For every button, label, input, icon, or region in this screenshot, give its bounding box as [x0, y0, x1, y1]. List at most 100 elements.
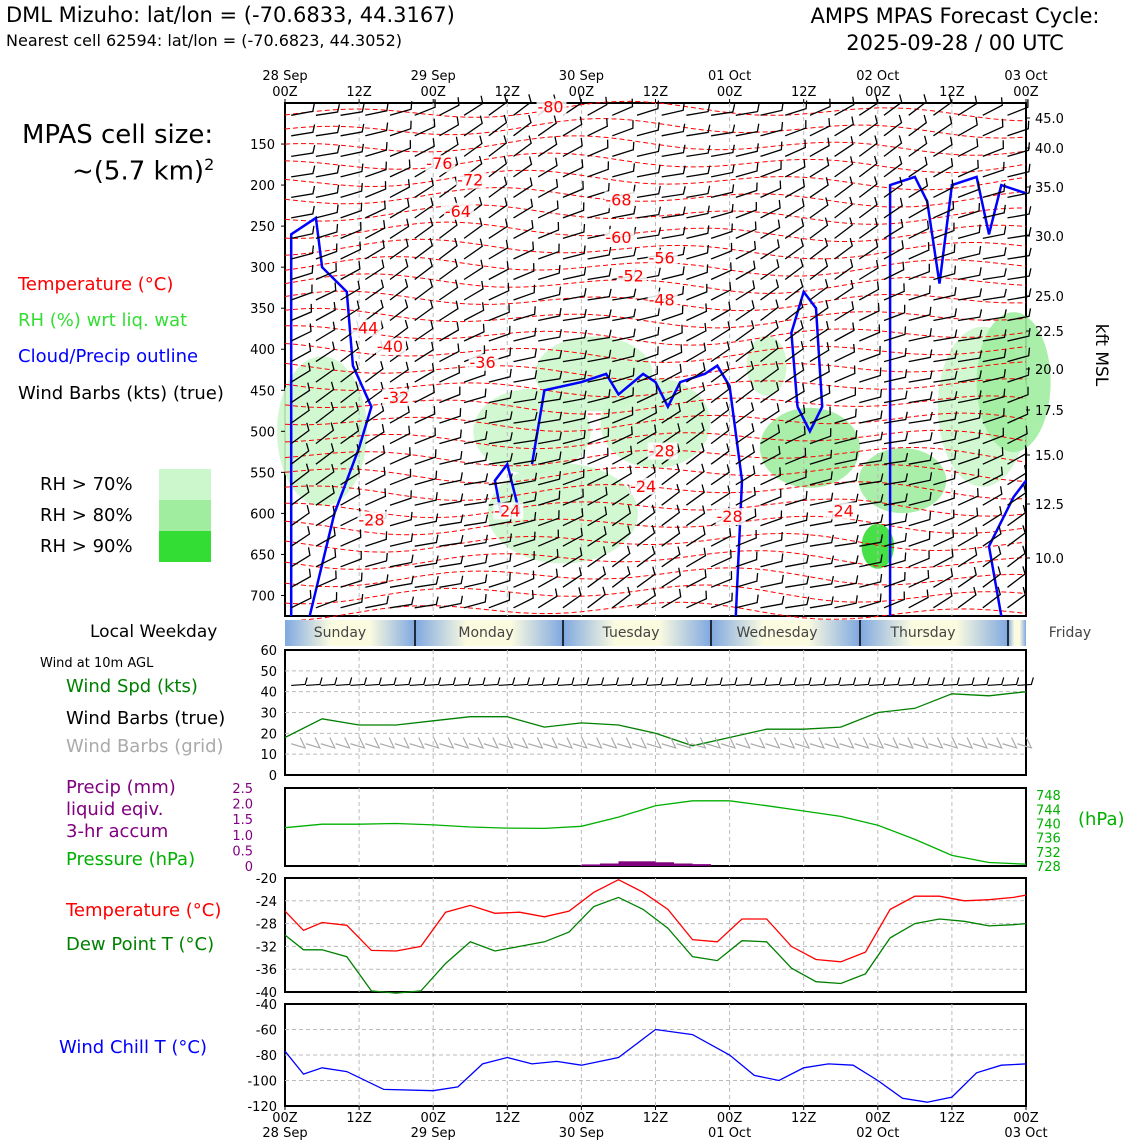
kft-axis-title: kft MSL	[1091, 324, 1111, 387]
wind-barb	[710, 164, 735, 178]
wind-barb	[562, 266, 587, 281]
wind-barb	[834, 196, 853, 219]
wind-barb	[340, 572, 363, 588]
wind-barb	[439, 300, 459, 322]
temperature-contour	[284, 550, 1027, 570]
wind-barb	[562, 587, 582, 609]
top-axis-date: 01 Oct	[708, 69, 751, 84]
pressure-tick-label: 150	[250, 138, 275, 153]
wind-barb-grid	[972, 737, 989, 749]
wind-barb	[439, 408, 462, 424]
wind-barb	[636, 143, 661, 158]
wind-barb	[809, 217, 829, 239]
bottom-axis-hour: 12Z	[791, 1111, 817, 1126]
wind-barb	[562, 410, 587, 424]
wind-barb	[488, 432, 513, 445]
panel-y-tick-label: 50	[260, 665, 277, 680]
wind-barb	[389, 554, 414, 568]
wind-barb	[439, 429, 462, 445]
wind-barb	[340, 551, 362, 568]
wind-barb-true	[824, 677, 842, 687]
wind-barb	[710, 262, 732, 281]
cycle-line-2: 2025-09-28 / 00 UTC	[846, 31, 1064, 55]
wind-barb	[859, 554, 883, 568]
wind-barb-true	[335, 677, 353, 687]
temperature-label: -72	[457, 171, 483, 190]
wind-barb	[809, 197, 829, 219]
wind-barb	[562, 508, 584, 527]
weekday-cell	[285, 620, 415, 646]
wind-barb	[340, 143, 365, 158]
wind-barb	[933, 490, 956, 506]
wind-barb	[982, 97, 1003, 116]
cell-size-text: ~(5.7 km)	[72, 156, 205, 187]
wind-barb	[513, 156, 533, 178]
wind-barb	[686, 547, 707, 568]
wind-barb	[636, 365, 659, 383]
wind-barb	[290, 443, 310, 465]
wind-barb	[562, 95, 582, 116]
wind-barb	[859, 493, 884, 506]
wind-barb	[1007, 484, 1027, 506]
top-axis-hour: 00Z	[420, 85, 446, 100]
wind-barb	[859, 473, 884, 486]
wind-barb	[315, 484, 335, 506]
wind-barb	[291, 225, 315, 240]
wind-barb	[636, 566, 656, 588]
wind-barb	[315, 592, 338, 609]
wind-barb	[760, 299, 779, 322]
wind-barb-true	[646, 677, 664, 687]
wind-barb	[760, 403, 780, 424]
wind-barb	[414, 555, 439, 568]
wind-barb	[340, 360, 359, 383]
bottom-axis-date: 30 Sep	[559, 1126, 604, 1140]
wind-barb	[908, 589, 929, 609]
wind-barb	[1007, 586, 1026, 609]
wind-barb-true	[913, 677, 931, 687]
wind-barb	[636, 525, 656, 547]
precip-bar	[674, 863, 693, 866]
wind-barb	[686, 342, 707, 363]
wind-barb	[315, 302, 336, 322]
wind-barb	[537, 136, 558, 157]
bottom-axis-hour: 12Z	[939, 1111, 965, 1126]
temp-panel: -20 -24 -28 -32 -36 -40	[256, 872, 1027, 1001]
wind-barb	[982, 288, 1007, 301]
wind-barb	[933, 179, 954, 198]
wind-barb	[290, 568, 312, 588]
wind-barb	[710, 242, 733, 260]
wind-barb	[883, 591, 905, 609]
wind-barb	[858, 196, 878, 219]
wind-barb	[784, 404, 806, 424]
temperature-contour	[284, 273, 1027, 294]
wind-barb	[982, 586, 1002, 609]
temperature-label-bg	[468, 353, 499, 371]
wind-barb	[439, 472, 463, 486]
bottom-axis-hour: 00Z	[717, 1111, 743, 1126]
wind-barb	[389, 120, 412, 137]
kft-tick-label: 22.5	[1035, 325, 1064, 340]
pressure-tick-label: 732	[1036, 846, 1061, 861]
top-axis-hour: 12Z	[346, 85, 372, 100]
wind-barb	[809, 237, 829, 260]
wind-barb	[611, 566, 631, 588]
wind-barb	[587, 447, 609, 465]
wind-barb	[883, 304, 906, 322]
wind-barb	[389, 511, 413, 527]
wind-barb	[414, 197, 434, 219]
panel-y-tick-label: 0	[269, 769, 277, 784]
weekday-cell	[711, 620, 860, 646]
wind-barb	[538, 490, 561, 506]
wind-barb	[389, 299, 409, 322]
wind-barb	[291, 264, 314, 281]
panel-y-tick-label: -36	[256, 963, 277, 978]
wind-barb-grid	[409, 737, 425, 749]
wind-barb	[587, 246, 612, 260]
wind-barb	[883, 261, 905, 281]
wind-barb	[513, 198, 534, 219]
wind-barb	[290, 505, 310, 527]
wind-barb	[365, 488, 387, 506]
wind-barb	[463, 409, 488, 424]
wind-barb-grid	[957, 737, 974, 749]
wind-barb	[883, 369, 908, 383]
